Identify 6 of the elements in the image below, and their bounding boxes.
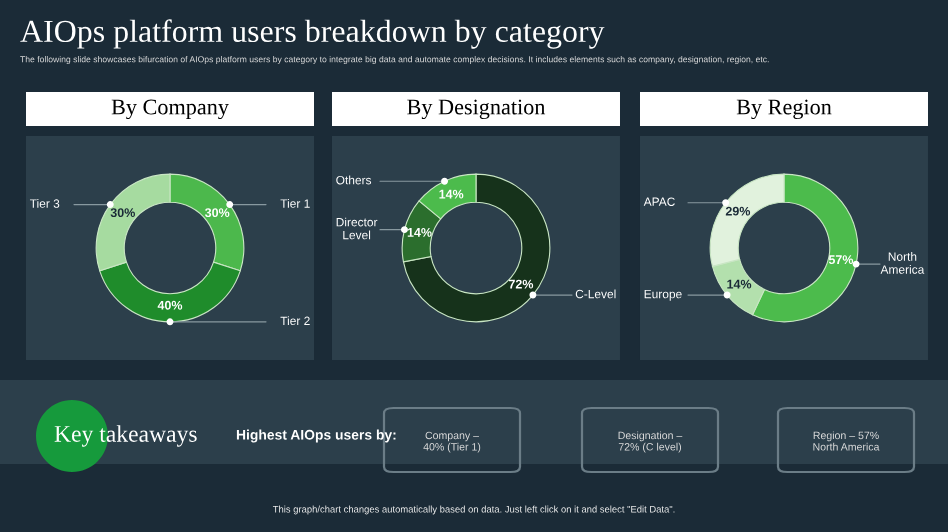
chart-title: By Designation — [407, 99, 546, 120]
text: Key takeaways — [54, 425, 197, 447]
chart-title: By Region — [736, 99, 832, 120]
chart-title: By Company — [111, 99, 229, 120]
donut-slice — [402, 173, 551, 323]
text: AIOps platform users breakdown by category — [20, 19, 605, 49]
